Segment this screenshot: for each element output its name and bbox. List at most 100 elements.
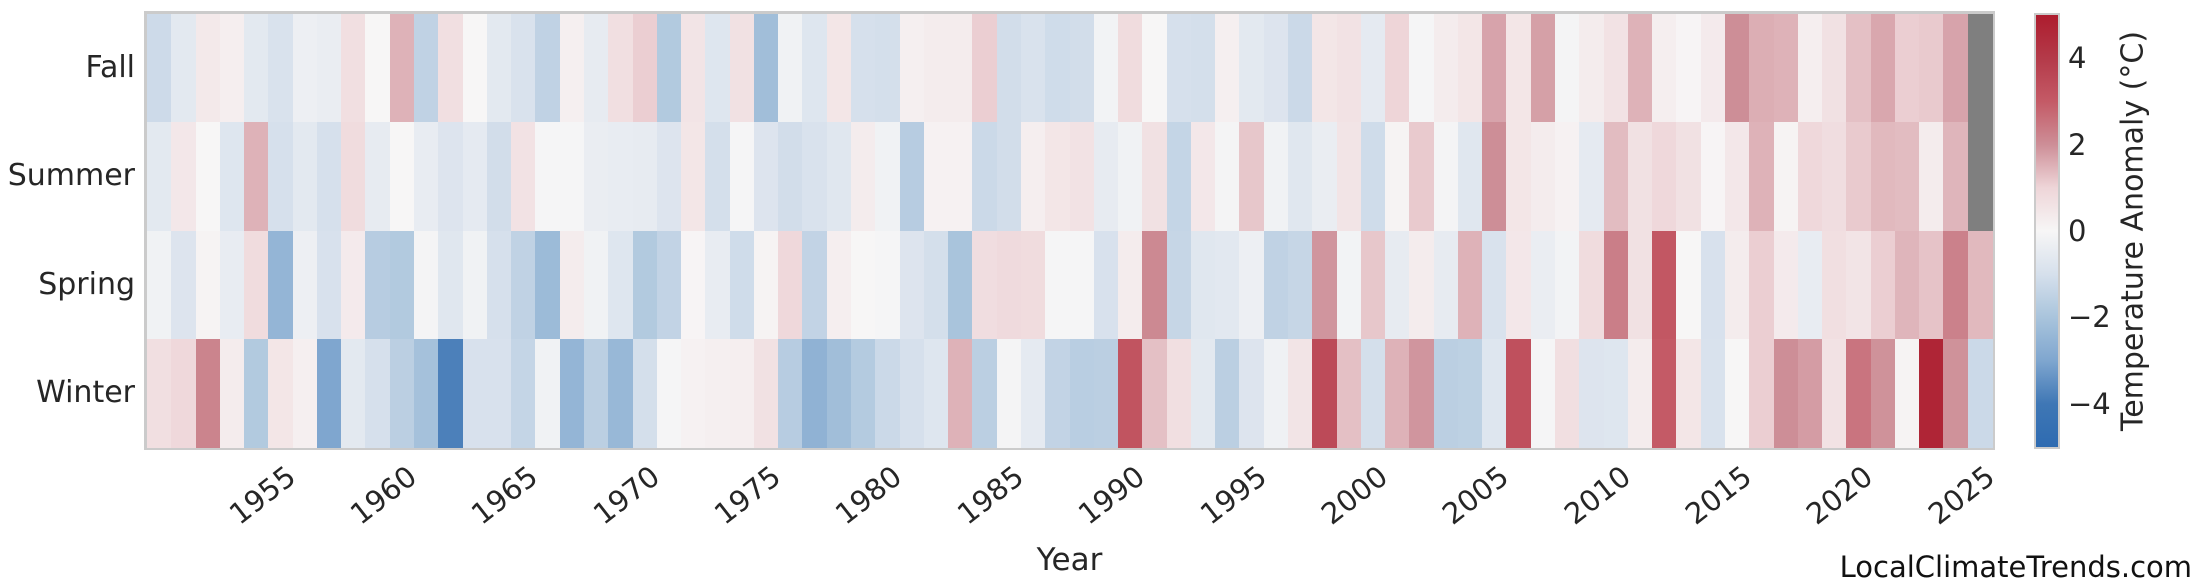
heatmap-cell xyxy=(923,14,949,123)
heatmap-cell xyxy=(1312,230,1338,340)
heatmap-cell xyxy=(1409,230,1435,340)
heatmap-cell xyxy=(778,230,804,340)
heatmap-cell xyxy=(1555,122,1580,232)
heatmap-cell xyxy=(511,122,537,232)
heatmap-cell xyxy=(486,230,512,340)
heatmap-cell xyxy=(1773,338,1799,448)
heatmap-cell xyxy=(1797,338,1823,448)
heatmap-cell xyxy=(1530,14,1556,123)
heatmap-cell xyxy=(681,230,706,340)
heatmap-cell xyxy=(1822,122,1847,232)
heatmap-cell xyxy=(1239,338,1265,448)
heatmap-cell xyxy=(462,122,488,232)
heatmap-cell xyxy=(1700,14,1726,123)
heatmap-cell xyxy=(1336,14,1362,123)
heatmap-cell xyxy=(1967,122,1993,232)
heatmap-cell xyxy=(1652,14,1677,123)
heatmap-cell xyxy=(341,122,367,232)
heatmap-cell xyxy=(1312,14,1338,123)
heatmap-cell xyxy=(1919,338,1945,448)
heatmap-cell xyxy=(559,14,585,123)
heatmap-cell xyxy=(268,122,294,232)
heatmap-cell xyxy=(389,230,415,340)
heatmap-cell xyxy=(802,122,828,232)
heatmap-cell xyxy=(1797,230,1823,340)
heatmap-cell xyxy=(486,14,512,123)
heatmap-cell xyxy=(1020,230,1046,340)
x-tick-label: 1980 xyxy=(829,459,909,532)
heatmap-cell xyxy=(1846,338,1872,448)
heatmap-cell xyxy=(1409,338,1435,448)
heatmap-cell xyxy=(171,338,197,448)
colorbar-tick-label: 0 xyxy=(2068,214,2087,248)
heatmap-cell xyxy=(899,14,925,123)
heatmap-cell xyxy=(1215,338,1241,448)
heatmap-cell xyxy=(1020,338,1046,448)
heatmap-cell xyxy=(1579,230,1605,340)
heatmap-cell xyxy=(195,338,221,448)
heatmap-cell xyxy=(1627,230,1653,340)
heatmap-cell xyxy=(875,14,901,123)
heatmap-cell xyxy=(1457,338,1483,448)
heatmap-cell xyxy=(1967,14,1993,123)
heatmap-cell xyxy=(171,14,197,123)
heatmap-cell xyxy=(656,122,682,232)
heatmap-cell xyxy=(316,122,342,232)
heatmap-cell xyxy=(1822,230,1847,340)
heatmap-cell xyxy=(1773,230,1799,340)
heatmap-cell xyxy=(1020,14,1046,123)
heatmap-cell xyxy=(1287,14,1313,123)
heatmap-cell xyxy=(1943,230,1969,340)
heatmap-cell xyxy=(1797,14,1823,123)
heatmap-cell xyxy=(1579,14,1605,123)
x-tick-label: 1985 xyxy=(950,459,1030,532)
row-label-summer: Summer xyxy=(7,158,135,194)
heatmap-cell xyxy=(632,14,658,123)
heatmap-cell xyxy=(608,338,634,448)
heatmap-cell xyxy=(535,122,561,232)
heatmap-cell xyxy=(1506,122,1532,232)
colorbar-tick-label: 2 xyxy=(2068,127,2087,162)
heatmap-cell xyxy=(511,230,537,340)
heatmap-cell xyxy=(1215,230,1241,340)
heatmap-cell xyxy=(1360,122,1386,232)
heatmap-cell xyxy=(1822,338,1847,448)
heatmap-cell xyxy=(996,230,1022,340)
heatmap-cell xyxy=(1142,14,1168,123)
heatmap-cell xyxy=(1166,14,1192,123)
heatmap-cell xyxy=(1433,122,1459,232)
x-tick-label: 1975 xyxy=(707,459,787,532)
heatmap-cell xyxy=(1724,122,1750,232)
heatmap-cell xyxy=(851,230,876,340)
heatmap-cell xyxy=(923,122,949,232)
heatmap-cell xyxy=(802,14,828,123)
heatmap-cell xyxy=(1312,338,1338,448)
heatmap-cell xyxy=(656,338,682,448)
heatmap-cell xyxy=(1190,14,1216,123)
x-tick-label: 1965 xyxy=(465,459,545,532)
heatmap-cell xyxy=(171,230,197,340)
heatmap-cell xyxy=(1457,230,1483,340)
heatmap-cell xyxy=(1603,338,1629,448)
heatmap-cell xyxy=(729,14,755,123)
heatmap-cell xyxy=(1142,230,1168,340)
heatmap-cell xyxy=(1749,230,1775,340)
heatmap-cell xyxy=(1409,122,1435,232)
heatmap-cell xyxy=(1652,338,1677,448)
heatmap-cell xyxy=(1142,122,1168,232)
heatmap-cell xyxy=(1263,338,1289,448)
heatmap-cell xyxy=(1773,14,1799,123)
heatmap-cell xyxy=(365,14,391,123)
heatmap-cell xyxy=(753,338,779,448)
heatmap-cell xyxy=(753,122,779,232)
heatmap-cell xyxy=(365,122,391,232)
heatmap-cell xyxy=(1627,122,1653,232)
heatmap-cell xyxy=(1433,14,1459,123)
heatmap-cell xyxy=(559,338,585,448)
heatmap-cell xyxy=(1700,338,1726,448)
heatmap-cell xyxy=(1870,14,1896,123)
heatmap-cell xyxy=(1409,14,1435,123)
heatmap-cell xyxy=(1239,122,1265,232)
heatmap-cell xyxy=(147,14,172,123)
